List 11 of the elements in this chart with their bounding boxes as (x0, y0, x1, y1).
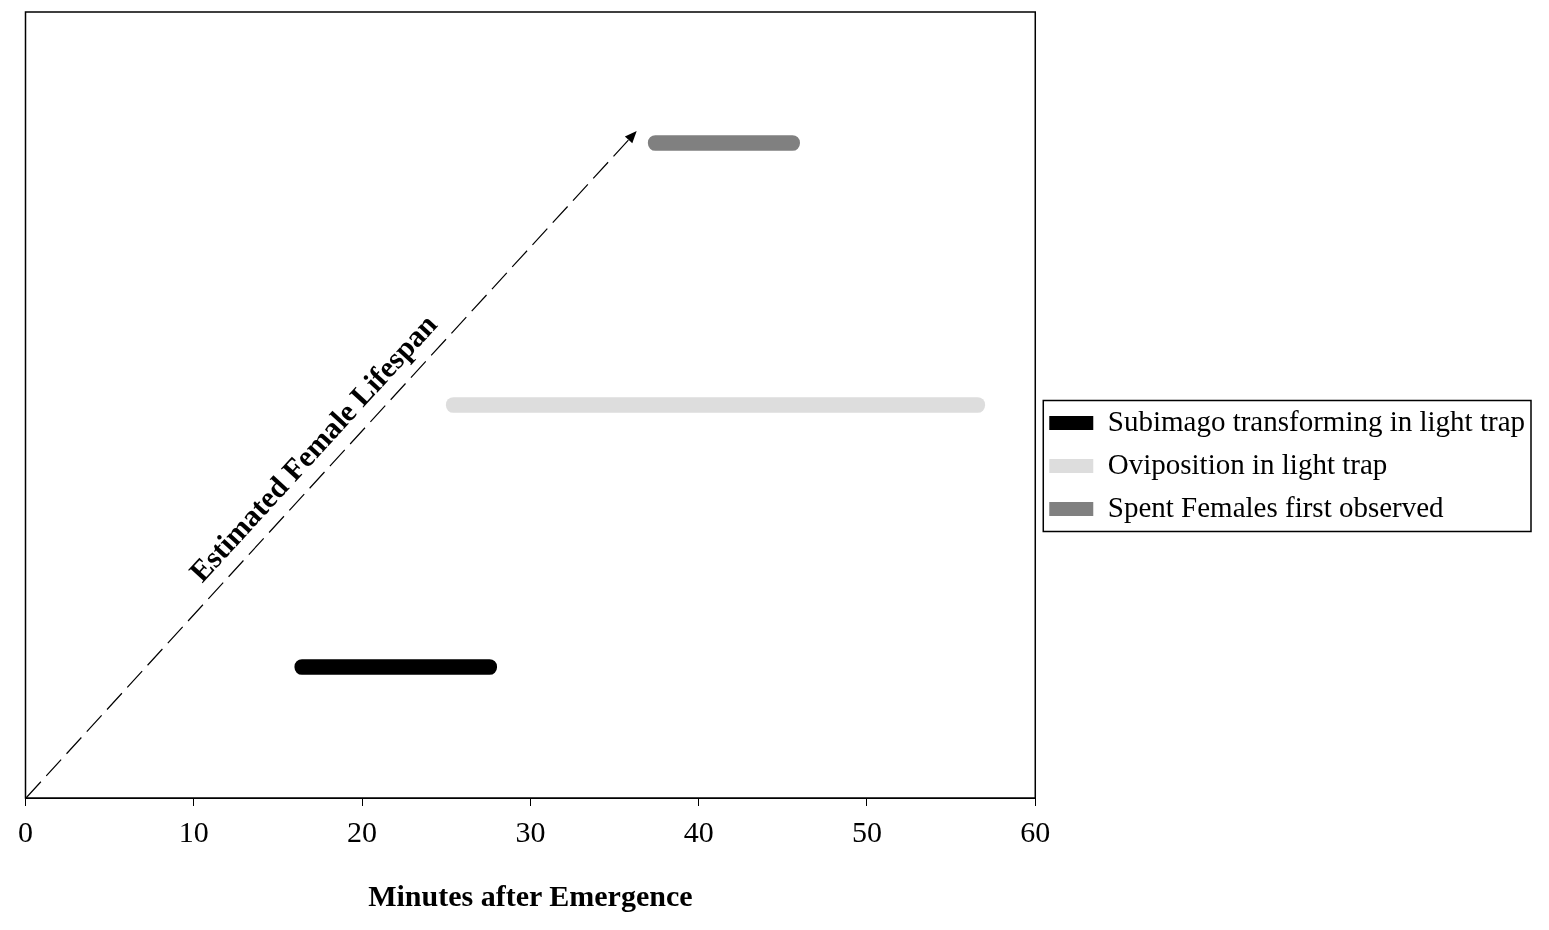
x-tick-label: 40 (683, 814, 714, 848)
x-tick-label: 60 (1020, 814, 1051, 848)
legend-label: Subimago transforming in light trap (1107, 404, 1526, 437)
x-tick-label: 50 (851, 814, 882, 848)
x-tick-label: 20 (347, 814, 378, 848)
x-tick-label: 0 (18, 814, 33, 848)
legend-label: Oviposition in light trap (1107, 447, 1388, 480)
x-axis-title: Minutes after Emergence (368, 878, 693, 912)
x-tick-label: 10 (178, 814, 209, 848)
x-tick-label: 30 (515, 814, 546, 848)
legend-label: Spent Females first observed (1107, 490, 1445, 523)
